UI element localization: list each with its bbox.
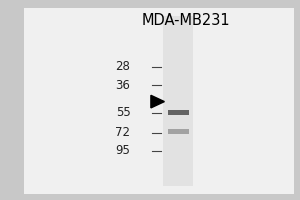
Text: MDA-MB231: MDA-MB231 [142,13,230,28]
Text: 95: 95 [116,144,130,158]
Bar [168,129,189,134]
Polygon shape [151,95,164,108]
Text: 28: 28 [116,60,130,73]
Text: 72: 72 [116,127,130,140]
Bar [164,16,194,186]
Text: 36: 36 [116,79,130,92]
Text: 55: 55 [116,106,130,119]
Bar [168,110,189,115]
